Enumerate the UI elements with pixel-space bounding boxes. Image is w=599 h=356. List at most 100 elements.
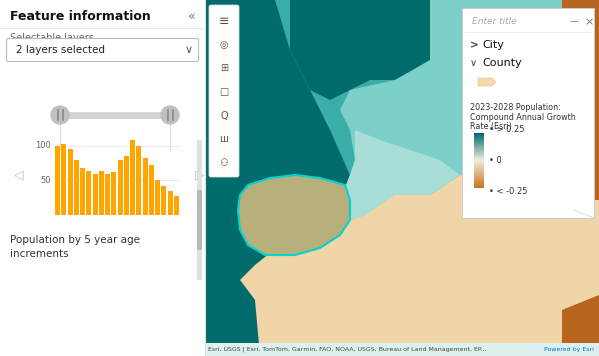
Bar	[111, 172, 116, 215]
Bar	[474, 141, 484, 142]
Bar	[80, 168, 85, 215]
Circle shape	[51, 106, 69, 124]
Bar	[197, 190, 202, 250]
Text: ∨: ∨	[470, 58, 477, 68]
Bar	[474, 146, 484, 147]
Text: Feature information: Feature information	[10, 10, 151, 22]
Bar	[474, 178, 484, 179]
Bar	[55, 146, 60, 215]
Bar	[562, 0, 599, 100]
Bar	[474, 168, 484, 169]
Text: City: City	[482, 40, 504, 50]
Text: Enter title: Enter title	[472, 17, 516, 26]
Bar	[99, 172, 104, 215]
Bar	[474, 175, 484, 176]
Bar	[197, 140, 202, 280]
Bar	[474, 139, 484, 140]
Bar	[474, 162, 484, 163]
Bar	[124, 156, 129, 215]
Polygon shape	[562, 295, 599, 356]
Bar	[474, 170, 484, 172]
Bar	[474, 167, 484, 168]
Bar	[155, 180, 160, 215]
Text: ⚇: ⚇	[220, 158, 228, 168]
Bar	[474, 185, 484, 186]
FancyBboxPatch shape	[209, 5, 239, 177]
Bar	[474, 157, 484, 158]
Text: Q: Q	[220, 111, 228, 121]
Polygon shape	[205, 0, 350, 310]
Bar	[68, 149, 72, 215]
Bar	[474, 164, 484, 165]
Text: Powered by Esri: Powered by Esri	[544, 347, 594, 352]
Bar	[474, 147, 484, 148]
Bar	[570, 0, 599, 310]
Bar	[117, 160, 123, 215]
Bar	[0, 0, 205, 356]
Bar	[474, 178, 484, 180]
Bar	[474, 135, 484, 136]
Bar	[474, 134, 484, 135]
Polygon shape	[478, 78, 496, 86]
Text: Esri, USGS | Esri, TomTom, Garmin, FAO, NOAA, USGS, Bureau of Land Management, E: Esri, USGS | Esri, TomTom, Garmin, FAO, …	[208, 347, 486, 352]
Bar	[474, 166, 484, 167]
FancyBboxPatch shape	[7, 38, 198, 62]
Text: ⊞: ⊞	[220, 63, 228, 73]
Bar	[474, 146, 484, 148]
Bar	[474, 133, 484, 134]
Polygon shape	[205, 270, 260, 356]
Bar	[92, 173, 98, 215]
Text: ◎: ◎	[220, 40, 228, 50]
Bar	[474, 163, 484, 164]
Bar	[474, 179, 484, 180]
Bar	[474, 181, 484, 183]
Circle shape	[161, 106, 179, 124]
Bar	[474, 187, 484, 188]
Bar	[474, 155, 484, 156]
Text: Population by 5 year age
increments: Population by 5 year age increments	[10, 235, 140, 259]
Bar	[474, 152, 484, 153]
Bar	[168, 191, 173, 215]
Polygon shape	[340, 130, 460, 220]
Bar	[474, 159, 484, 161]
Bar	[474, 183, 484, 184]
Text: «: «	[188, 10, 196, 22]
Text: 50: 50	[41, 176, 51, 185]
Bar	[474, 154, 484, 155]
Bar	[174, 196, 179, 215]
Bar	[74, 160, 79, 215]
Bar	[161, 186, 167, 215]
Bar	[474, 148, 484, 150]
Polygon shape	[340, 0, 570, 220]
Text: County: County	[482, 58, 522, 68]
Bar	[61, 144, 66, 215]
Bar	[474, 145, 484, 146]
Text: —: —	[570, 17, 579, 26]
Bar	[474, 184, 484, 185]
Bar	[474, 137, 484, 138]
Text: • > 0.25: • > 0.25	[489, 125, 525, 134]
Text: ◁: ◁	[14, 168, 23, 182]
FancyBboxPatch shape	[462, 8, 594, 218]
Text: >: >	[470, 40, 479, 50]
Bar	[474, 169, 484, 171]
Bar	[474, 150, 484, 151]
Bar	[474, 138, 484, 140]
Text: Selectable layers: Selectable layers	[10, 33, 94, 43]
Bar	[474, 173, 484, 174]
Bar	[474, 186, 484, 187]
Bar	[474, 168, 484, 170]
Text: 2 layers selected: 2 layers selected	[16, 45, 105, 55]
Text: 2023-2028 Population:: 2023-2028 Population:	[470, 104, 561, 112]
Text: ×: ×	[584, 17, 594, 27]
Bar	[474, 165, 484, 166]
Bar	[474, 176, 484, 177]
Bar	[205, 343, 599, 356]
Bar	[474, 142, 484, 143]
Bar	[474, 156, 484, 157]
Bar	[474, 151, 484, 152]
Bar	[86, 172, 91, 215]
Text: • < -0.25: • < -0.25	[489, 188, 528, 197]
Text: ш: ш	[220, 135, 228, 145]
Bar	[130, 140, 135, 215]
